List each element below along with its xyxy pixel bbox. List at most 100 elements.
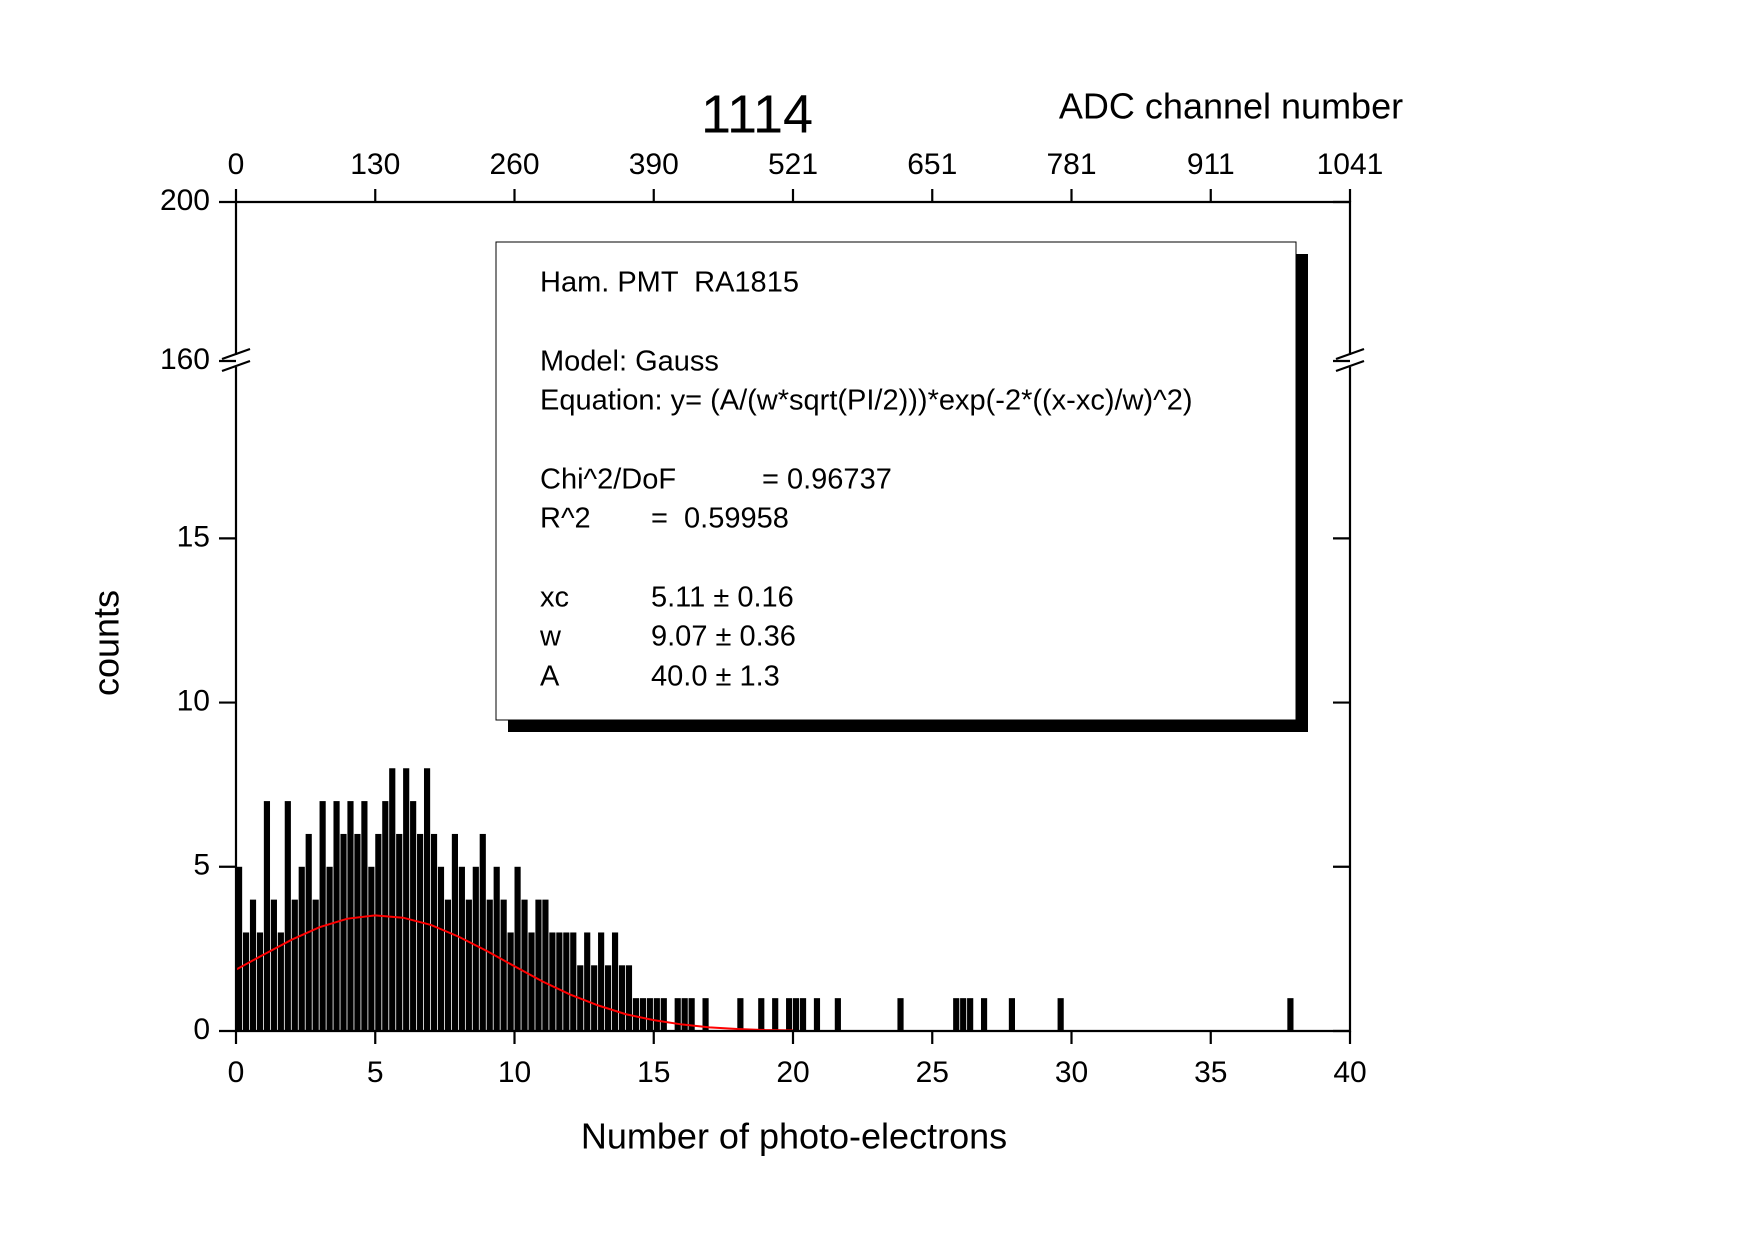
histogram-bar: [284, 801, 291, 1031]
histogram-bar: [598, 932, 605, 1031]
histogram-bar: [702, 998, 709, 1031]
annotation-box: [495, 241, 1297, 721]
annotation-text: Equation: y= (A/(w*sqrt(PI/2)))*exp(-2*(…: [540, 385, 1193, 417]
axis-break: [1335, 359, 1365, 373]
x2-tick-label: 651: [907, 148, 957, 181]
histogram-bar: [437, 866, 445, 1031]
x-axis-label: Number of photo-electrons: [581, 1116, 1007, 1157]
histogram-bar: [479, 833, 486, 1031]
y-tick-label: 0: [193, 1013, 210, 1046]
histogram-bar: [660, 998, 667, 1031]
histogram-bar: [451, 833, 458, 1031]
histogram-bar: [953, 998, 960, 1031]
histogram-bar: [960, 998, 967, 1031]
histogram-bar: [897, 998, 904, 1031]
x2-tick-label: 781: [1046, 148, 1096, 181]
annotation-text: = 0.96737: [762, 464, 892, 496]
histogram-bar: [507, 932, 514, 1031]
x-tick-label: 5: [367, 1056, 384, 1089]
x2-tick-label: 390: [629, 148, 679, 181]
histogram-bar: [347, 801, 354, 1031]
histogram-bar: [786, 998, 793, 1031]
histogram-bar: [423, 768, 431, 1031]
histogram-bar: [563, 932, 570, 1031]
histogram-bar: [772, 998, 779, 1031]
annotation-text: 5.11 ± 0.16: [651, 582, 794, 614]
histogram-bar: [570, 932, 577, 1031]
histogram-bar: [368, 866, 375, 1031]
histogram-bar: [834, 998, 841, 1031]
histogram-bar: [298, 866, 305, 1031]
histogram-bar: [270, 899, 277, 1031]
histogram-bar: [653, 998, 660, 1031]
histogram-bar: [542, 899, 549, 1031]
annotation-text: Ham. PMT RA1815: [540, 267, 799, 299]
histogram-bar: [326, 866, 333, 1031]
histogram-bar: [514, 866, 521, 1031]
annotation-text: 40.0 ± 1.3: [651, 661, 780, 693]
y-tick-label: 200: [160, 184, 210, 217]
histogram-bar: [277, 932, 284, 1031]
x2-tick-label: 521: [768, 148, 818, 181]
histogram-bar: [605, 965, 612, 1031]
annotation-text: 9.07 ± 0.36: [651, 621, 796, 653]
histogram-bar: [535, 899, 542, 1031]
annotation-text: Chi^2/DoF: [540, 464, 676, 496]
histogram-bar: [242, 932, 250, 1031]
histogram-bar: [396, 833, 403, 1031]
x-tick-label: 25: [916, 1056, 949, 1089]
histogram-bar: [632, 998, 640, 1031]
histogram-bar: [1287, 998, 1294, 1031]
histogram-bar: [584, 932, 591, 1031]
histogram-bar: [263, 801, 271, 1031]
histogram-bar: [319, 801, 326, 1031]
x-tick-label: 0: [228, 1056, 245, 1089]
histogram-bar: [465, 899, 472, 1031]
histogram-bar: [521, 899, 528, 1031]
x-tick-label: 20: [776, 1056, 809, 1089]
histogram-bar: [354, 833, 361, 1031]
annotation-text: R^2: [540, 503, 591, 535]
histogram-bar: [639, 998, 646, 1031]
annotation-text: w: [539, 621, 562, 653]
histogram-bar: [444, 899, 452, 1031]
histogram-bar: [340, 833, 347, 1031]
y-tick-label: 5: [193, 849, 210, 882]
histogram-bar: [333, 801, 340, 1031]
histogram-bar: [500, 899, 507, 1031]
annotation-text: Model: Gauss: [540, 346, 719, 378]
axis-break: [221, 347, 251, 361]
histogram-bar: [813, 998, 821, 1031]
y-tick-label: 10: [177, 684, 210, 717]
histogram-bar: [486, 899, 493, 1031]
histogram-bar: [389, 768, 396, 1031]
histogram-bar: [646, 998, 653, 1031]
histogram-bar: [549, 932, 556, 1031]
histogram-bar: [556, 932, 563, 1031]
histogram-bar: [591, 965, 598, 1031]
axis-break: [221, 359, 251, 373]
x2-tick-label: 130: [350, 148, 400, 181]
fit-curve: [235, 914, 794, 1032]
x2-tick-label: 0: [228, 148, 245, 181]
histogram-bar: [291, 899, 298, 1031]
x-tick-label: 15: [637, 1056, 670, 1089]
annotation-text: A: [540, 661, 560, 693]
histogram-bar: [758, 998, 765, 1031]
histogram-bar: [967, 998, 974, 1031]
histogram-bar: [799, 998, 807, 1031]
histogram-bar: [681, 998, 688, 1031]
histogram-bar: [611, 932, 619, 1031]
y-tick-label: 160: [160, 343, 210, 376]
histogram-bar: [674, 998, 681, 1031]
histogram-bar: [980, 998, 988, 1031]
chart-title: 1114: [701, 84, 813, 144]
histogram-bar: [1057, 998, 1064, 1031]
axis-break: [1335, 347, 1365, 361]
histogram-bar: [618, 965, 626, 1031]
histogram-bar: [688, 998, 695, 1031]
histogram-bar: [410, 801, 417, 1031]
histogram-bar: [625, 965, 633, 1031]
